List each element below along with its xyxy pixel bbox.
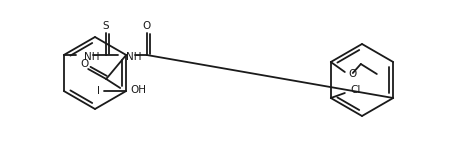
Text: OH: OH <box>130 85 146 95</box>
Text: O: O <box>80 59 88 69</box>
Text: NH: NH <box>84 52 99 62</box>
Text: NH: NH <box>126 52 141 62</box>
Text: O: O <box>142 21 151 31</box>
Text: Cl: Cl <box>350 85 360 95</box>
Text: S: S <box>102 21 109 31</box>
Text: I: I <box>97 86 100 96</box>
Text: O: O <box>348 69 356 79</box>
